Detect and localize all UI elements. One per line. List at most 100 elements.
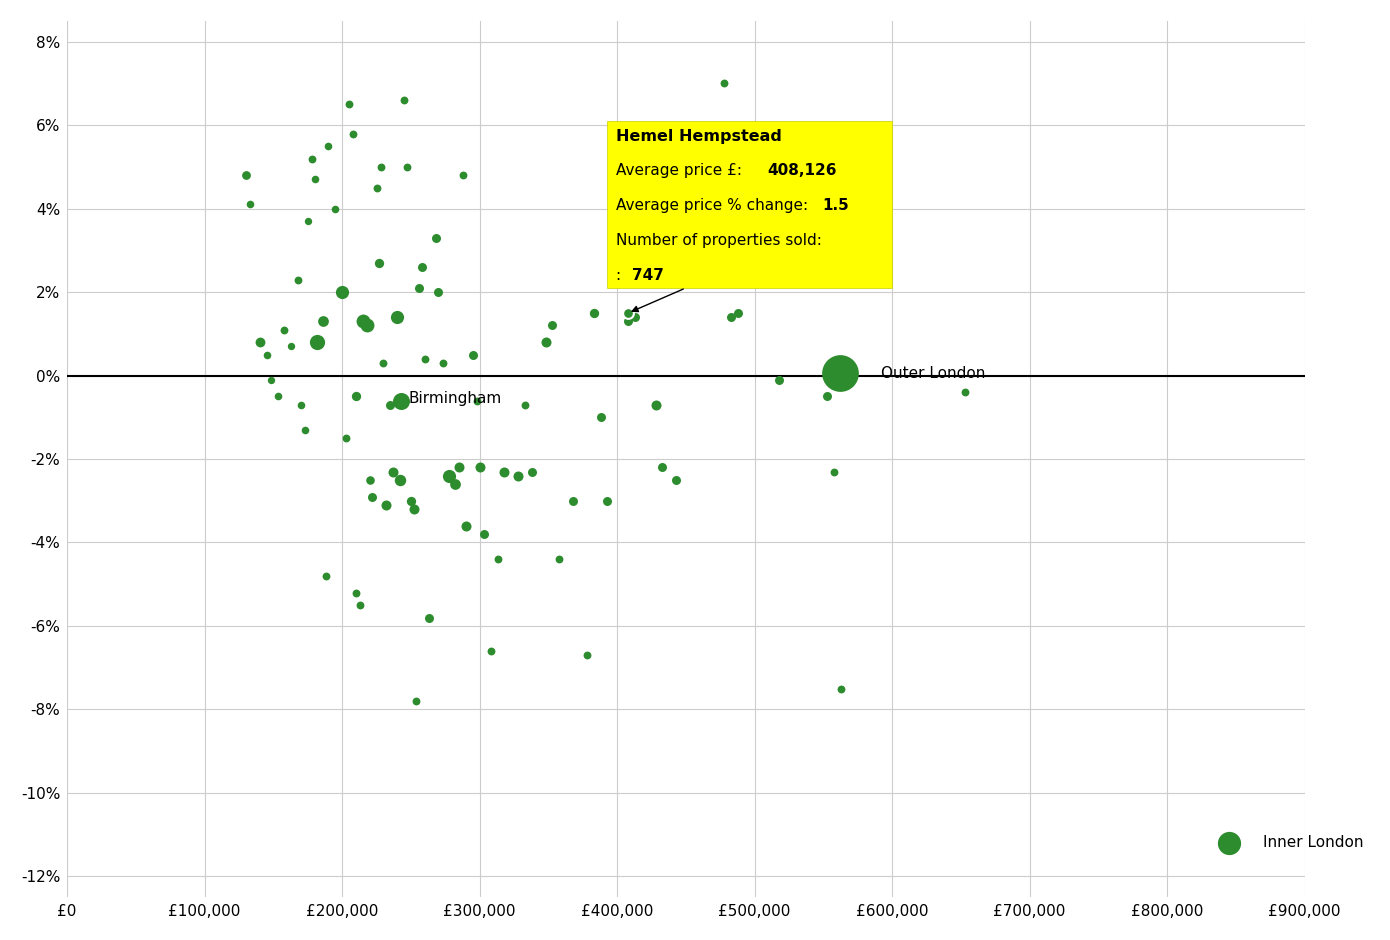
Point [452, 167, 474, 182]
Text: Average price £:: Average price £: [616, 164, 746, 179]
Point [239, 197, 261, 212]
Point [473, 526, 495, 541]
Point [391, 393, 413, 408]
Point [720, 309, 742, 324]
Text: 747: 747 [632, 268, 664, 283]
Point [403, 502, 425, 517]
Point [338, 97, 360, 112]
Point [352, 314, 374, 329]
Point [349, 598, 371, 613]
Point [249, 335, 271, 350]
Point [424, 230, 446, 245]
Point [281, 338, 303, 353]
Text: Hemel Hempstead: Hemel Hempstead [616, 129, 781, 144]
Point [823, 464, 845, 479]
Point [535, 335, 557, 350]
Point [317, 138, 339, 153]
Point [575, 648, 598, 663]
Point [267, 389, 289, 404]
FancyBboxPatch shape [607, 121, 892, 288]
Text: Average price % change:: Average price % change: [616, 198, 813, 213]
Text: Birmingham: Birmingham [409, 391, 502, 406]
Point [548, 552, 570, 567]
Point [345, 585, 367, 600]
Point [828, 366, 851, 381]
Point [286, 272, 309, 287]
Point [816, 389, 838, 404]
Point [562, 494, 584, 509]
Text: 1.5: 1.5 [821, 198, 849, 213]
Point [306, 335, 328, 350]
Point [293, 422, 316, 437]
Point [335, 431, 357, 446]
Point [296, 213, 318, 228]
Point [409, 280, 431, 295]
Point [406, 694, 428, 709]
Point [507, 468, 530, 483]
Point [260, 372, 282, 387]
Point [386, 309, 409, 324]
Point [370, 160, 392, 175]
Point [382, 464, 404, 479]
Point [596, 494, 619, 509]
Point [1218, 836, 1240, 851]
Point [393, 93, 416, 108]
Point [417, 610, 439, 625]
Point [396, 160, 418, 175]
Point [713, 76, 735, 91]
Point [666, 473, 688, 488]
Point [324, 201, 346, 216]
Point [400, 494, 423, 509]
Point [521, 464, 543, 479]
Point [493, 464, 516, 479]
Point [373, 355, 395, 370]
Point [617, 306, 639, 321]
Point [379, 398, 402, 413]
Point [361, 489, 384, 504]
Point [954, 384, 976, 400]
Point [461, 347, 484, 362]
Text: :: : [616, 268, 626, 283]
Point [235, 167, 257, 182]
Text: Outer London: Outer London [881, 366, 986, 381]
Point [314, 569, 336, 584]
Point [624, 309, 646, 324]
Point [274, 322, 296, 337]
Point [652, 460, 674, 475]
Point [514, 398, 537, 413]
Point [375, 497, 398, 512]
Point [303, 172, 325, 187]
Point [366, 180, 388, 196]
Point [830, 682, 852, 697]
Text: 408,126: 408,126 [767, 164, 837, 179]
Point [368, 256, 391, 271]
Point [617, 314, 639, 329]
Point [448, 460, 470, 475]
Point [645, 398, 667, 413]
Point [486, 552, 509, 567]
Point [389, 473, 411, 488]
Point [582, 306, 605, 321]
Point [345, 389, 367, 404]
Point [589, 410, 612, 425]
Point [289, 398, 311, 413]
Point [356, 318, 378, 333]
Point [455, 518, 477, 533]
Text: Inner London: Inner London [1264, 836, 1364, 851]
Point [431, 355, 453, 370]
Point [256, 347, 278, 362]
Point [331, 285, 353, 300]
Point [541, 318, 563, 333]
Point [427, 285, 449, 300]
Point [411, 259, 434, 274]
Point [468, 460, 491, 475]
Text: Number of properties sold:: Number of properties sold: [616, 233, 821, 248]
Point [466, 393, 488, 408]
Point [480, 644, 502, 659]
Point [727, 306, 749, 321]
Point [413, 352, 435, 367]
Point [342, 126, 364, 141]
Point [443, 477, 466, 492]
Point [769, 372, 791, 387]
Point [359, 473, 381, 488]
